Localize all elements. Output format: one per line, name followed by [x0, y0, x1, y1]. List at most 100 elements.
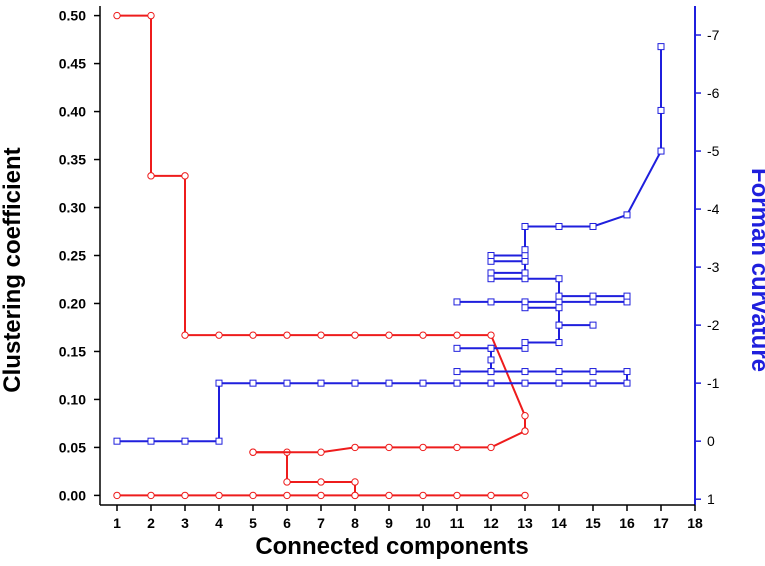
- data-point: [419, 491, 427, 500]
- data-point: [555, 222, 563, 230]
- data-point: [521, 246, 529, 254]
- x-tick-label: 12: [483, 515, 499, 531]
- data-point: [623, 379, 631, 387]
- left-axis: 0.00 0.05 0.10 0.15 0.20 0.25 0.30 0.35 0.40 0.45…: [59, 6, 101, 505]
- data-point: [657, 106, 665, 114]
- data-point: [453, 491, 461, 500]
- data-point: [521, 275, 529, 283]
- data-point: [623, 368, 631, 376]
- right-tick-label: -6: [707, 85, 720, 101]
- data-point: [521, 491, 529, 500]
- data-point: [487, 356, 495, 364]
- data-point: [317, 379, 325, 387]
- data-point: [453, 331, 461, 339]
- data-point: [351, 478, 359, 486]
- data-point: [657, 43, 665, 51]
- right-axis-title: Forman curvature: [746, 168, 765, 372]
- data-point: [555, 368, 563, 376]
- left-tick-label: 0.00: [59, 487, 86, 503]
- data-point: [487, 344, 495, 352]
- data-point: [181, 172, 189, 180]
- data-point: [555, 339, 563, 347]
- data-point: [487, 443, 495, 452]
- series-line: [457, 347, 492, 372]
- left-tick-label: 0.20: [59, 295, 86, 311]
- data-point: [215, 437, 223, 445]
- data-point: [215, 491, 223, 500]
- data-point: [147, 172, 155, 180]
- data-point: [521, 298, 529, 306]
- data-point: [521, 269, 529, 277]
- left-tick-label: 0.45: [59, 56, 86, 72]
- data-point: [283, 491, 291, 500]
- right-tick-label: 0: [707, 433, 715, 449]
- data-point: [453, 443, 461, 452]
- x-ticks: 1 2 3 4 5 6 7 8 9 10 11 12 13 14 15 16 17 18: [113, 505, 703, 531]
- data-point: [215, 379, 223, 387]
- data-point: [113, 11, 121, 20]
- data-point: [249, 379, 257, 387]
- series-line: [253, 451, 356, 496]
- data-point: [589, 222, 597, 230]
- x-tick-label: 13: [517, 515, 533, 531]
- data-point: [419, 379, 427, 387]
- data-point: [623, 292, 631, 300]
- data-point: [589, 298, 597, 306]
- x-tick-label: 11: [450, 515, 465, 531]
- data-point: [147, 11, 155, 20]
- clustering-series: [113, 11, 529, 500]
- data-point: [521, 339, 529, 347]
- data-point: [283, 478, 291, 486]
- left-axis-title: Clustering coefficient: [0, 147, 26, 392]
- data-point: [249, 331, 257, 339]
- series-line: [117, 14, 526, 432]
- left-tick-label: 0.15: [59, 343, 86, 359]
- data-point: [351, 443, 359, 452]
- right-tick-label: -2: [707, 317, 720, 333]
- x-axis: 1 2 3 4 5 6 7 8 9 10 11 12 13 14 15 16 17 18: [100, 504, 703, 531]
- data-point: [623, 298, 631, 306]
- data-point: [181, 331, 189, 339]
- left-ticks: 0.00 0.05 0.10 0.15 0.20 0.25 0.30 0.35 0.40 0.45…: [59, 8, 100, 503]
- data-point: [317, 491, 325, 500]
- data-point: [487, 331, 495, 339]
- x-tick-label: 10: [415, 515, 431, 531]
- data-point: [521, 344, 529, 352]
- series-line: [457, 277, 628, 303]
- data-point: [555, 298, 563, 306]
- data-point: [453, 344, 461, 352]
- data-point: [385, 443, 393, 452]
- right-tick-label: -3: [707, 259, 720, 275]
- data-point: [317, 448, 325, 456]
- data-point: [249, 491, 257, 500]
- data-point: [351, 331, 359, 339]
- data-point: [385, 491, 393, 500]
- x-tick-label: 3: [181, 515, 189, 531]
- data-point: [521, 257, 529, 265]
- data-point: [317, 331, 325, 339]
- data-point: [521, 379, 529, 387]
- data-point: [555, 321, 563, 329]
- data-point: [555, 275, 563, 283]
- left-tick-label: 0.25: [59, 248, 86, 264]
- left-tick-label: 0.05: [59, 439, 86, 455]
- series-layer: [113, 11, 665, 500]
- x-tick-label: 2: [147, 515, 155, 531]
- data-point: [283, 331, 291, 339]
- data-point: [283, 379, 291, 387]
- x-tick-label: 14: [551, 515, 567, 531]
- x-tick-label: 8: [351, 515, 359, 531]
- data-point: [113, 437, 121, 445]
- data-point: [521, 412, 529, 420]
- data-point: [521, 427, 529, 435]
- data-point: [487, 298, 495, 306]
- data-point: [453, 298, 461, 306]
- data-point: [181, 437, 189, 445]
- data-point: [113, 491, 121, 500]
- right-tick-label: -4: [707, 201, 720, 217]
- data-point: [623, 211, 631, 219]
- left-tick-label: 0.40: [59, 104, 86, 120]
- data-point: [453, 368, 461, 376]
- data-point: [453, 379, 461, 387]
